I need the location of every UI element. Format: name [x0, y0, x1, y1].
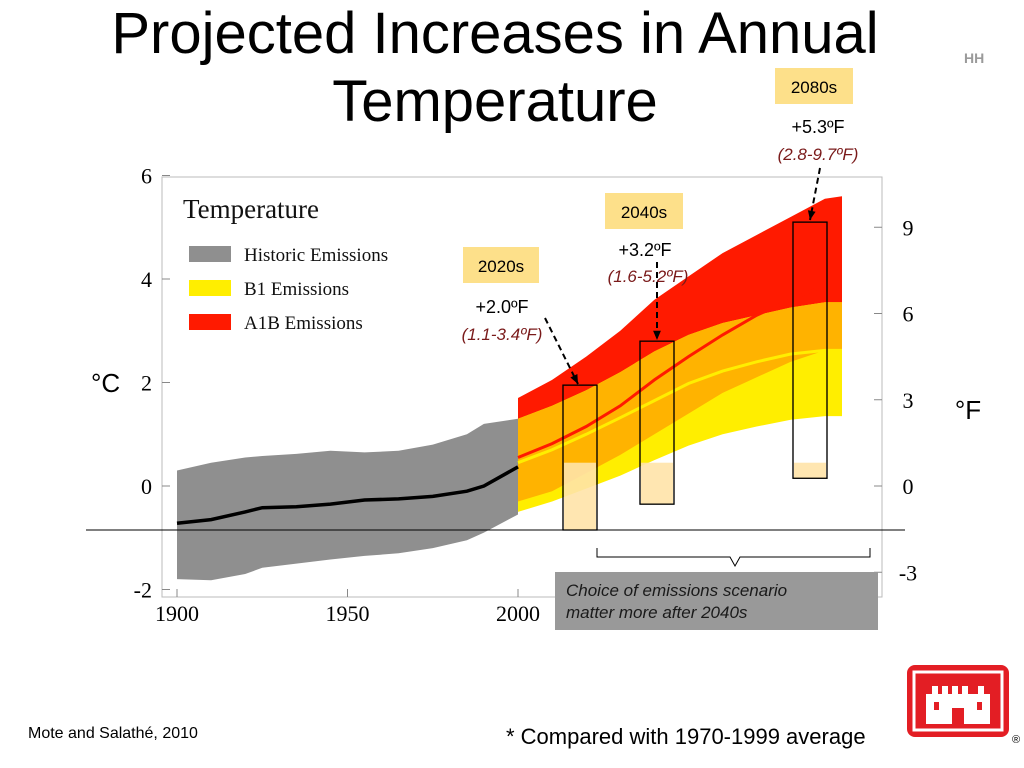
callout-range-2080s: (2.8-9.7ºF)	[778, 145, 859, 164]
callout-range-2020s: (1.1-3.4ºF)	[462, 325, 543, 344]
callout-period-box-2040s	[605, 193, 683, 229]
callout-bar-outline-2040s	[639, 340, 675, 505]
legend-swatch-historic-emissions	[189, 246, 231, 262]
y-tick-label-4: 4	[141, 267, 152, 292]
note-box	[555, 572, 878, 630]
page-title: Projected Increases in Annual Temperatur…	[60, 0, 930, 136]
callout-value-2020s: +2.0ºF	[475, 297, 528, 317]
title-line-2: Temperature	[332, 69, 658, 134]
callout-period-label-2080s: 2080s	[791, 78, 837, 97]
y-tick-label-0: 0	[141, 474, 152, 499]
callout-bar-fill-2040s	[641, 462, 673, 505]
callout-arrow-2020s	[544, 317, 579, 385]
source-citation: Mote and Salathé, 2010	[28, 725, 198, 742]
note-line-2: matter more after 2040s	[566, 603, 748, 622]
y2-tick-label-3: 3	[903, 388, 914, 413]
callout-bar-fill-2080s	[794, 462, 826, 479]
callout-period-box-2080s	[775, 68, 853, 104]
x-tick-label-1900: 1900	[155, 601, 199, 626]
callout-value-2080s: +5.3ºF	[791, 117, 844, 137]
title-line-1: Projected Increases in Annual	[111, 1, 879, 66]
callout-bar-fill-2020s	[564, 462, 596, 530]
callout-arrowhead-2080s	[807, 210, 816, 220]
legend-swatch-b1-emissions	[189, 280, 231, 296]
callout-period-box-2020s	[463, 247, 539, 283]
registered-mark: ®	[1012, 734, 1021, 746]
note-line-1: Choice of emissions scenario	[566, 581, 787, 600]
legend-label-b1-emissions: B1 Emissions	[244, 279, 349, 300]
callout-period-label-2020s: 2020s	[478, 257, 524, 276]
footnote: * Compared with 1970-1999 average	[506, 724, 866, 749]
y-tick-label-6: 6	[141, 164, 152, 189]
callout-text-bg-2080s	[760, 110, 876, 168]
legend-title: Temperature	[183, 194, 319, 224]
callout-period-label-2040s: 2040s	[621, 203, 667, 222]
legend-swatch-a1b-emissions	[189, 314, 231, 330]
unit-label-celsius: °C	[87, 368, 125, 399]
band-historic-emissions	[177, 418, 518, 581]
callout-arrowhead-2020s	[570, 374, 578, 384]
y-tick-label-2: 2	[141, 371, 152, 396]
band-overlap	[518, 302, 842, 502]
line-historic-emissions	[176, 465, 519, 526]
callout-bar-outline-2080s	[792, 221, 828, 479]
y2-tick-label-6: 6	[903, 302, 914, 327]
callout-range-2040s: (1.6-5.2ºF)	[608, 267, 689, 286]
y-tick-label--2: -2	[134, 578, 152, 603]
line-a1b-emissions	[517, 283, 842, 459]
period-bracket	[596, 548, 871, 568]
y2-tick-label-0: 0	[903, 474, 914, 499]
legend-label-historic-emissions: Historic Emissions	[244, 245, 388, 266]
plot-frame	[161, 176, 883, 598]
line-b1-emissions	[517, 348, 842, 465]
x-tick-label-2000: 2000	[496, 601, 540, 626]
x-tick-label-1950: 1950	[326, 601, 370, 626]
legend-label-a1b-emissions: A1B Emissions	[244, 313, 363, 334]
castle-logo-icon	[907, 665, 1009, 737]
y2-tick-label-9: 9	[903, 215, 914, 240]
corner-mark: HH	[964, 50, 985, 66]
callout-arrowhead-2040s	[653, 330, 661, 340]
callout-value-2040s: +3.2ºF	[618, 240, 671, 260]
unit-label-fahrenheit: °F	[942, 386, 994, 434]
y2-tick-label--3: -3	[899, 560, 917, 585]
